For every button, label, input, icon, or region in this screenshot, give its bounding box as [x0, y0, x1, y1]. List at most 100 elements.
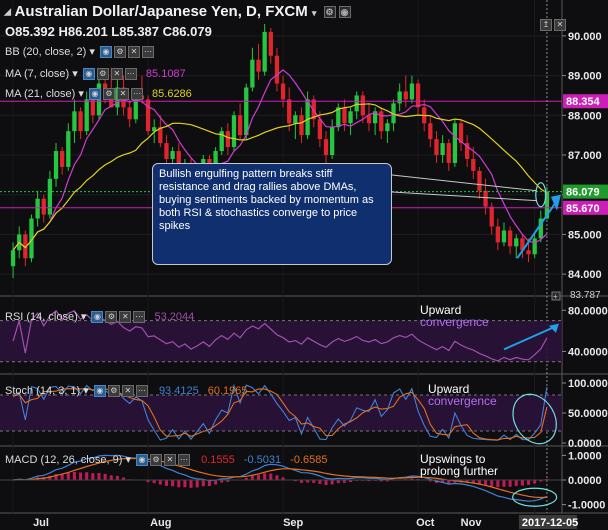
settings-icon[interactable]: ⚙ — [102, 88, 115, 101]
collapse-icon[interactable]: ◢ — [4, 6, 11, 17]
x-tick-label: 2017-12-05 — [522, 517, 578, 529]
more-icon[interactable]: ⋯ — [135, 385, 148, 398]
macd-histogram-bar — [496, 480, 500, 488]
macd-histogram-bar — [250, 475, 254, 480]
rsi-arrow-head — [548, 323, 559, 333]
settings-icon[interactable]: ⚙ — [105, 311, 118, 324]
pin-icon[interactable]: ↥ — [540, 18, 552, 31]
price-tick-label: 88.000 — [568, 110, 602, 122]
bb-legend[interactable]: BB (20, close, 2) ▾ ◉ ⚙ ✕ ⋯ — [5, 45, 154, 59]
macd-histogram-bar — [115, 475, 119, 480]
macd-histogram-bar — [428, 480, 432, 482]
candle-body — [66, 131, 71, 167]
open-value: 85.392 — [15, 24, 55, 39]
chevron-down-icon[interactable]: ▾ — [83, 385, 89, 397]
ma21-line — [12, 103, 548, 251]
eye-icon[interactable]: ◉ — [91, 311, 104, 324]
settings-icon[interactable]: ◉ — [338, 6, 351, 19]
close-icon[interactable]: ✕ — [127, 46, 140, 59]
settings-icon[interactable]: ⚙ — [96, 68, 109, 81]
macd-histogram-bar — [367, 480, 371, 482]
macd-histogram-bar — [269, 473, 273, 480]
macd-histogram-bar — [293, 480, 297, 482]
candle-body — [311, 99, 316, 120]
macd-histogram-bar — [226, 480, 230, 482]
macd-histogram-bar — [342, 480, 346, 483]
rsi-legend[interactable]: RSI (14, close) ▾ ◉ ⚙ ✕ ⋯ 53.2044 — [5, 310, 194, 324]
settings-icon[interactable]: ⚙ — [150, 454, 163, 467]
macd-histogram-bar — [539, 480, 543, 482]
candle-body — [379, 111, 384, 132]
macd-signal-line — [13, 457, 547, 499]
candle-body — [78, 111, 83, 132]
macd-histogram-bar — [121, 477, 126, 480]
stoch-legend[interactable]: Stoch (14, 3, 1) ▾ ◉ ⚙ ✕ ⋯ 93.4125 60.1965 — [5, 384, 248, 398]
macd-histogram-bar — [533, 480, 537, 484]
ma21-legend[interactable]: MA (21, close) ▾ ◉ ⚙ ✕ ⋯ 85.6286 — [5, 87, 192, 101]
eye-icon[interactable]: ◉ — [99, 46, 112, 59]
candle-body — [60, 151, 65, 167]
candle-body — [164, 143, 169, 159]
macd-histogram-bar — [385, 480, 389, 482]
eye-icon[interactable]: ◉ — [82, 68, 95, 81]
close-icon[interactable]: ✕ — [121, 385, 134, 398]
macd-histogram-bar — [484, 480, 488, 486]
eye-icon[interactable]: ◉ — [93, 385, 106, 398]
settings-icon[interactable]: ⚙ — [107, 385, 120, 398]
macd-histogram-bar — [256, 474, 261, 480]
candle-body — [274, 55, 280, 84]
chevron-down-icon[interactable]: ▾ — [80, 311, 87, 323]
chevron-down-icon[interactable]: ▾ — [125, 454, 131, 466]
ma7-legend[interactable]: MA (7, close) ▾ ◉ ⚙ ✕ ⋯ 85.1087 — [5, 67, 186, 81]
more-icon[interactable]: ⋯ — [124, 68, 137, 81]
candle-body — [170, 151, 175, 159]
rsi-note-line-1: Upward — [420, 303, 462, 317]
rsi-band — [0, 320, 562, 362]
more-icon[interactable]: ⋯ — [133, 311, 146, 324]
macd-histogram-bar — [244, 477, 248, 480]
stoch-note-line-2: convergence — [428, 394, 497, 408]
macd-histogram-bar — [195, 480, 199, 488]
x-tick-label: Oct — [416, 517, 435, 529]
axes: 90.00089.00088.00087.00086.00085.00084.0… — [33, 31, 608, 529]
close-icon[interactable]: ✕ — [116, 88, 129, 101]
ma7-value: 85.1087 — [145, 68, 186, 80]
settings-icon[interactable]: ⚙ — [113, 46, 126, 59]
callout-pointer — [391, 191, 537, 202]
eye-icon[interactable]: ◉ — [88, 88, 101, 101]
candle-body — [127, 107, 132, 120]
more-icon[interactable]: ⋯ — [141, 46, 154, 59]
symbol-menu-chevron-icon[interactable]: ▾ — [311, 8, 317, 18]
chevron-down-icon[interactable]: ▾ — [72, 68, 78, 80]
rsi-tick-label: 40.0000 — [568, 346, 608, 358]
chevron-down-icon[interactable]: ▾ — [78, 88, 84, 100]
close-icon[interactable]: ✕ — [164, 454, 177, 467]
gear-icon[interactable]: ⚙ — [323, 6, 336, 19]
macd-histogram-bar — [477, 480, 481, 485]
macd-histogram-bar — [183, 480, 187, 488]
macd-histogram-bar — [545, 478, 549, 480]
macd-note-line-2: prolong further — [420, 464, 499, 478]
close-icon[interactable]: ✕ — [554, 18, 566, 31]
macd-histogram-bar — [379, 480, 383, 482]
more-icon[interactable]: ⋯ — [178, 454, 191, 467]
macd-histogram-bar — [146, 480, 150, 483]
close-icon[interactable]: ✕ — [110, 68, 123, 81]
bb-label: BB (20, close, 2) — [5, 46, 87, 58]
macd-histogram-bar — [318, 480, 322, 484]
chart-title[interactable]: Australian Dollar/Japanese Yen, D, FXCM — [14, 3, 308, 20]
price-badge-partial: 83.787 — [570, 290, 601, 301]
chevron-down-icon[interactable]: ▾ — [89, 46, 95, 58]
eye-icon[interactable]: ◉ — [136, 454, 149, 467]
candle-body — [158, 127, 163, 144]
close-icon[interactable]: ✕ — [119, 311, 132, 324]
plus-icon: + — [553, 292, 558, 301]
macd-legend[interactable]: MACD (12, 26, close, 9) ▾ ◉ ⚙ ✕ ⋯ 0.1555 -0… — [5, 453, 328, 467]
macd-histogram-bar — [79, 472, 83, 480]
ohlc-readout: O85.392 H86.201 L85.387 C86.079 — [5, 24, 212, 39]
stoch-note-line-1: Upward — [428, 382, 470, 396]
macd-histogram-bar — [207, 480, 211, 487]
more-icon[interactable]: ⋯ — [130, 88, 143, 101]
candle-body — [471, 158, 476, 171]
